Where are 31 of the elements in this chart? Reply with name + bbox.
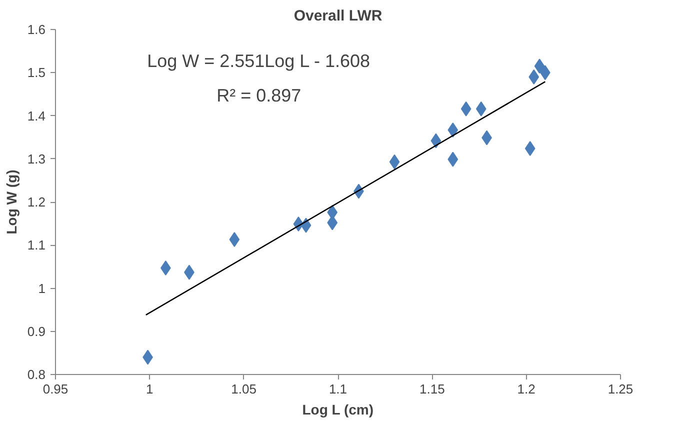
y-axis-title: Log W (g) [3,170,20,234]
x-axis-title: Log L (cm) [302,402,374,418]
y-tick-label: 1 [38,280,46,296]
point [430,133,442,148]
point [528,69,540,84]
x-tick-label: 1.2 [517,382,536,396]
x-tick-label: 1.05 [231,382,256,396]
annotation: R² = 0.897 [216,85,302,106]
point [448,122,458,138]
x-tick-label: 1.25 [608,382,634,396]
chart-title: Overall LWR [294,8,382,24]
y-tick-label: 1.1 [27,238,46,253]
point [389,154,400,170]
annotation: Log W = 2.551Log L - 1.608 [147,50,370,71]
x-tick-label: 1.1 [328,382,348,396]
x-tick-label: 0.95 [42,382,68,396]
y-tick-label: 1.6 [27,22,46,37]
y-tick-label: 0.8 [27,367,46,382]
point [460,101,472,116]
x-tick-label: 1 [146,382,154,396]
y-tick-label: 1.3 [27,151,46,166]
y-tick-label: 1.5 [27,65,46,80]
y-tick-label: 1.4 [27,108,46,124]
y-tick-label: 0.9 [27,324,46,339]
point [229,232,240,248]
y-tick-label: 1.2 [27,194,46,210]
point [524,141,536,156]
point [448,152,458,167]
point [534,58,545,74]
x-tick-label: 1.15 [420,382,445,396]
point [476,101,486,116]
